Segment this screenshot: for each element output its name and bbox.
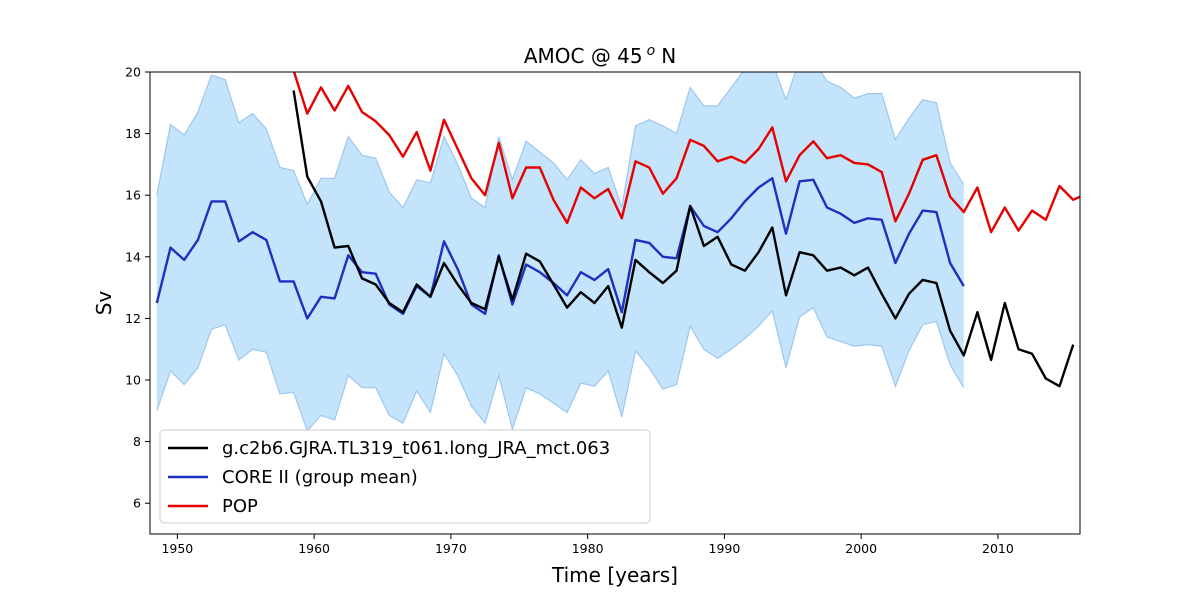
x-tick-label-1970: 1970: [435, 541, 467, 556]
x-axis-label: Time [years]: [551, 563, 678, 587]
x-tick-label-1990: 1990: [709, 541, 741, 556]
series-line-blue: [155, 177, 965, 320]
x-tick-label-1980: 1980: [572, 541, 604, 556]
y-tick-label-14: 14: [125, 249, 141, 264]
plot-clip-group: [155, 72, 1080, 432]
series-line-red: [292, 72, 1080, 234]
spread-band-upper-edge: [156, 72, 965, 209]
x-tick-label-2000: 2000: [845, 541, 877, 556]
y-tick-label-20: 20: [125, 65, 141, 80]
y-tick-label-12: 12: [125, 311, 141, 326]
series-line-black: [292, 90, 1075, 388]
x-tick-label-2010: 2010: [982, 541, 1014, 556]
spread-band-lower-edge: [156, 306, 965, 432]
plot-area: 1950 1960 1970 1980 1990 2000 2010 6 8 10 12 14 16 18…: [125, 65, 1081, 556]
chart-title-sup: o: [647, 43, 656, 59]
chart-title-main: AMOC @ 45: [524, 44, 643, 68]
y-tick-label-18: 18: [125, 126, 141, 141]
legend-label-blue: CORE II (group mean): [222, 467, 418, 488]
legend: g.c2b6.GJRA.TL319_t061.long_JRA_mct.063 …: [159, 429, 651, 524]
spread-band: [156, 72, 964, 431]
y-axis-label: Sv: [92, 291, 116, 316]
legend-label-red: POP: [222, 496, 258, 517]
x-tick-label-1950: 1950: [161, 541, 193, 556]
y-tick-label-8: 8: [133, 434, 141, 449]
y-tick-label-16: 16: [125, 188, 141, 203]
y-tick-label-6: 6: [133, 496, 141, 511]
plot-frame: [149, 71, 1081, 535]
chart-title: AMOC @ 45 o N: [524, 43, 676, 68]
legend-frame: [159, 429, 651, 524]
legend-label-black: g.c2b6.GJRA.TL319_t061.long_JRA_mct.063: [222, 438, 610, 459]
y-tick-label-10: 10: [125, 373, 141, 388]
x-tick-label-1960: 1960: [298, 541, 330, 556]
chart-title-suffix: N: [661, 44, 676, 68]
